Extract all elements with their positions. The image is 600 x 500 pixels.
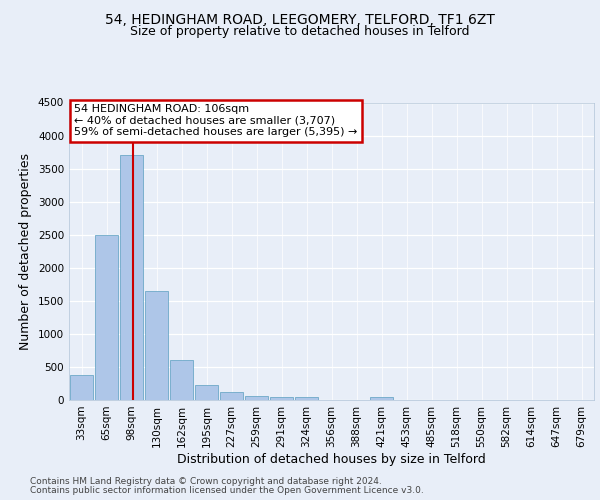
Bar	[370, 396, 393, 400]
Y-axis label: Number of detached properties: Number of detached properties	[19, 153, 32, 350]
Text: Contains public sector information licensed under the Open Government Licence v3: Contains public sector information licen…	[30, 486, 424, 495]
Bar	[295, 396, 318, 400]
Bar	[195, 386, 218, 400]
Bar	[245, 396, 268, 400]
Bar	[145, 291, 168, 400]
X-axis label: Distribution of detached houses by size in Telford: Distribution of detached houses by size …	[177, 452, 486, 466]
Bar	[220, 392, 243, 400]
Text: Contains HM Land Registry data © Crown copyright and database right 2024.: Contains HM Land Registry data © Crown c…	[30, 477, 382, 486]
Bar	[170, 360, 193, 400]
Bar	[120, 156, 143, 400]
Bar	[270, 396, 293, 400]
Text: 54 HEDINGHAM ROAD: 106sqm
← 40% of detached houses are smaller (3,707)
59% of se: 54 HEDINGHAM ROAD: 106sqm ← 40% of detac…	[74, 104, 358, 137]
Bar	[95, 234, 118, 400]
Text: Size of property relative to detached houses in Telford: Size of property relative to detached ho…	[130, 25, 470, 38]
Bar	[70, 375, 93, 400]
Text: 54, HEDINGHAM ROAD, LEEGOMERY, TELFORD, TF1 6ZT: 54, HEDINGHAM ROAD, LEEGOMERY, TELFORD, …	[105, 12, 495, 26]
